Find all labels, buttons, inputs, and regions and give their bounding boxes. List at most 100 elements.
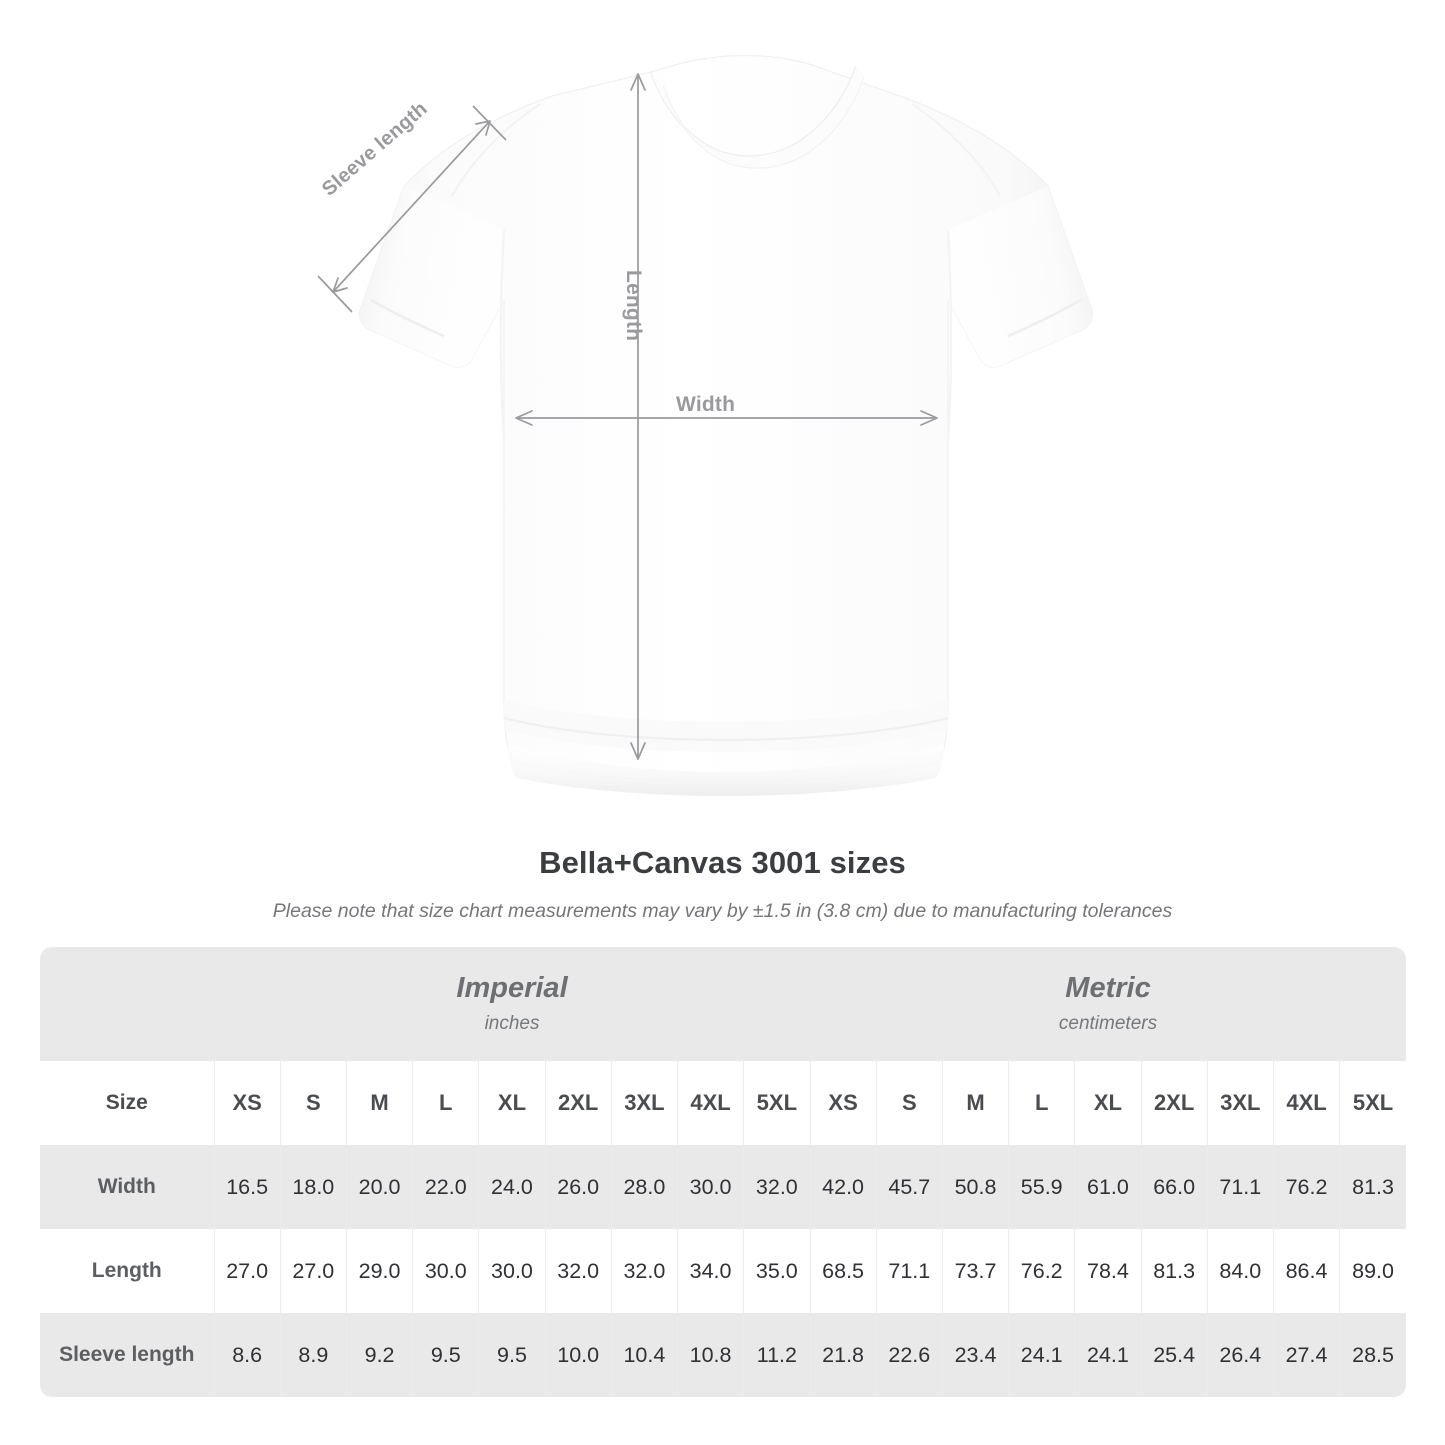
size-header-metric-4xl: 4XL (1273, 1061, 1341, 1145)
size-header-metric-s: S (876, 1061, 943, 1145)
cell-sleeve-length-imperial-xs: 8.6 (214, 1313, 281, 1397)
cell-width-imperial-3xl: 28.0 (611, 1145, 678, 1229)
size-header-imperial-xl: XL (478, 1061, 546, 1145)
cell-width-imperial-2xl: 26.0 (545, 1145, 612, 1229)
cell-width-imperial-m: 20.0 (346, 1145, 414, 1229)
cell-length-imperial-5xl: 35.0 (743, 1229, 811, 1313)
cell-width-imperial-4xl: 30.0 (677, 1145, 745, 1229)
cell-width-metric-5xl: 81.3 (1339, 1145, 1406, 1229)
cell-width-imperial-5xl: 32.0 (743, 1145, 811, 1229)
table-row: Sleeve length 8.6 8.9 9.2 9.5 9.5 10.0 10.4 10.8… (40, 1313, 1406, 1397)
size-header-metric-xl: XL (1074, 1061, 1142, 1145)
width-arrow (515, 410, 938, 426)
shirt-silhouette (358, 54, 1094, 796)
cell-sleeve-length-metric-xl: 24.1 (1074, 1313, 1142, 1397)
size-header-label: Size (40, 1061, 215, 1145)
cell-sleeve-length-metric-xs: 21.8 (810, 1313, 877, 1397)
cell-length-imperial-l: 30.0 (412, 1229, 480, 1313)
cell-length-imperial-xs: 27.0 (214, 1229, 281, 1313)
size-chart-table-wrapper: Imperial inches Metric centimeters Size XS S M L… (40, 947, 1406, 1397)
cell-length-metric-l: 76.2 (1008, 1229, 1076, 1313)
cell-length-imperial-m: 29.0 (346, 1229, 414, 1313)
cell-sleeve-length-metric-l: 24.1 (1008, 1313, 1076, 1397)
row-label-sleeve-length: Sleeve length (40, 1313, 215, 1397)
cell-width-imperial-s: 18.0 (280, 1145, 347, 1229)
row-label-width: Width (40, 1145, 215, 1229)
cell-length-imperial-3xl: 32.0 (611, 1229, 678, 1313)
size-header-imperial-m: M (346, 1061, 414, 1145)
unit-banner-spacer (40, 947, 215, 1061)
unit-group-metric: Metric centimeters (810, 947, 1406, 1061)
cell-length-metric-s: 71.1 (876, 1229, 943, 1313)
size-header-metric-l: L (1008, 1061, 1076, 1145)
page-title: Bella+Canvas 3001 sizes (539, 845, 906, 880)
tolerance-note: Please note that size chart measurements… (272, 900, 1173, 922)
size-header-imperial-4xl: 4XL (677, 1061, 745, 1145)
dimension-arrows (317, 73, 938, 760)
cell-width-metric-s: 45.7 (876, 1145, 943, 1229)
cell-sleeve-length-imperial-l: 9.5 (412, 1313, 480, 1397)
unit-group-sub: inches (484, 1012, 540, 1034)
cell-length-metric-xs: 68.5 (810, 1229, 877, 1313)
table-row: Width 16.5 18.0 20.0 22.0 24.0 26.0 28.0 30.0 32.… (40, 1145, 1406, 1229)
cell-length-imperial-2xl: 32.0 (545, 1229, 612, 1313)
cell-width-metric-xl: 61.0 (1074, 1145, 1142, 1229)
cell-width-metric-3xl: 71.1 (1207, 1145, 1274, 1229)
tshirt-illustration-svg (317, 54, 1094, 796)
title-block: Bella+Canvas 3001 sizes Please note that… (0, 845, 1445, 923)
length-label: Length (622, 270, 645, 342)
cell-sleeve-length-metric-3xl: 26.4 (1207, 1313, 1274, 1397)
size-header-imperial-2xl: 2XL (545, 1061, 612, 1145)
cell-width-metric-m: 50.8 (942, 1145, 1010, 1229)
size-header-imperial-s: S (280, 1061, 347, 1145)
unit-group-sub: centimeters (1058, 1012, 1158, 1034)
cell-sleeve-length-imperial-2xl: 10.0 (545, 1313, 612, 1397)
unit-banner-row: Imperial inches Metric centimeters (40, 947, 1406, 1061)
cell-sleeve-length-metric-s: 22.6 (876, 1313, 943, 1397)
cell-sleeve-length-imperial-4xl: 10.8 (677, 1313, 745, 1397)
size-header-imperial-5xl: 5XL (743, 1061, 811, 1145)
size-header-metric-3xl: 3XL (1207, 1061, 1274, 1145)
cell-length-imperial-4xl: 34.0 (677, 1229, 745, 1313)
unit-group-name: Metric (1065, 972, 1151, 1005)
cell-width-metric-l: 55.9 (1008, 1145, 1076, 1229)
cell-length-metric-5xl: 89.0 (1339, 1229, 1406, 1313)
cell-sleeve-length-metric-4xl: 27.4 (1273, 1313, 1341, 1397)
size-header-metric-5xl: 5XL (1339, 1061, 1406, 1145)
cell-sleeve-length-metric-m: 23.4 (942, 1313, 1010, 1397)
size-header-imperial-xs: XS (214, 1061, 281, 1145)
cell-sleeve-length-imperial-xl: 9.5 (478, 1313, 546, 1397)
cell-sleeve-length-metric-2xl: 25.4 (1141, 1313, 1208, 1397)
cell-width-imperial-l: 22.0 (412, 1145, 480, 1229)
cell-length-imperial-s: 27.0 (280, 1229, 347, 1313)
unit-group-name: Imperial (456, 972, 568, 1005)
size-header-metric-xs: XS (810, 1061, 877, 1145)
cell-width-metric-4xl: 76.2 (1273, 1145, 1341, 1229)
unit-group-imperial: Imperial inches (214, 947, 810, 1061)
size-header-row: Size XS S M L XL 2XL 3XL 4XL 5XL XS S M L XL 2XL 3XL 4XL 5… (40, 1061, 1406, 1145)
size-header-metric-m: M (942, 1061, 1010, 1145)
cell-sleeve-length-metric-5xl: 28.5 (1339, 1313, 1406, 1397)
cell-length-metric-xl: 78.4 (1074, 1229, 1142, 1313)
cell-width-metric-xs: 42.0 (810, 1145, 877, 1229)
cell-length-imperial-xl: 30.0 (478, 1229, 546, 1313)
tshirt-diagram: Sleeve length Length Width (317, 54, 1094, 796)
row-label-length: Length (40, 1229, 215, 1313)
cell-sleeve-length-imperial-3xl: 10.4 (611, 1313, 678, 1397)
cell-sleeve-length-imperial-5xl: 11.2 (743, 1313, 811, 1397)
size-chart-table: Imperial inches Metric centimeters Size XS S M L… (40, 947, 1406, 1397)
cell-sleeve-length-imperial-s: 8.9 (280, 1313, 347, 1397)
cell-width-imperial-xs: 16.5 (214, 1145, 281, 1229)
length-arrow (630, 73, 646, 760)
cell-width-metric-2xl: 66.0 (1141, 1145, 1208, 1229)
table-row: Length 27.0 27.0 29.0 30.0 30.0 32.0 32.0 34.0 35… (40, 1229, 1406, 1313)
cell-sleeve-length-imperial-m: 9.2 (346, 1313, 414, 1397)
sleeve-length-arrow (317, 105, 507, 313)
cell-length-metric-2xl: 81.3 (1141, 1229, 1208, 1313)
cell-length-metric-3xl: 84.0 (1207, 1229, 1274, 1313)
cell-width-imperial-xl: 24.0 (478, 1145, 546, 1229)
width-label: Width (676, 393, 736, 416)
cell-length-metric-4xl: 86.4 (1273, 1229, 1341, 1313)
size-header-imperial-3xl: 3XL (611, 1061, 678, 1145)
size-header-metric-2xl: 2XL (1141, 1061, 1208, 1145)
